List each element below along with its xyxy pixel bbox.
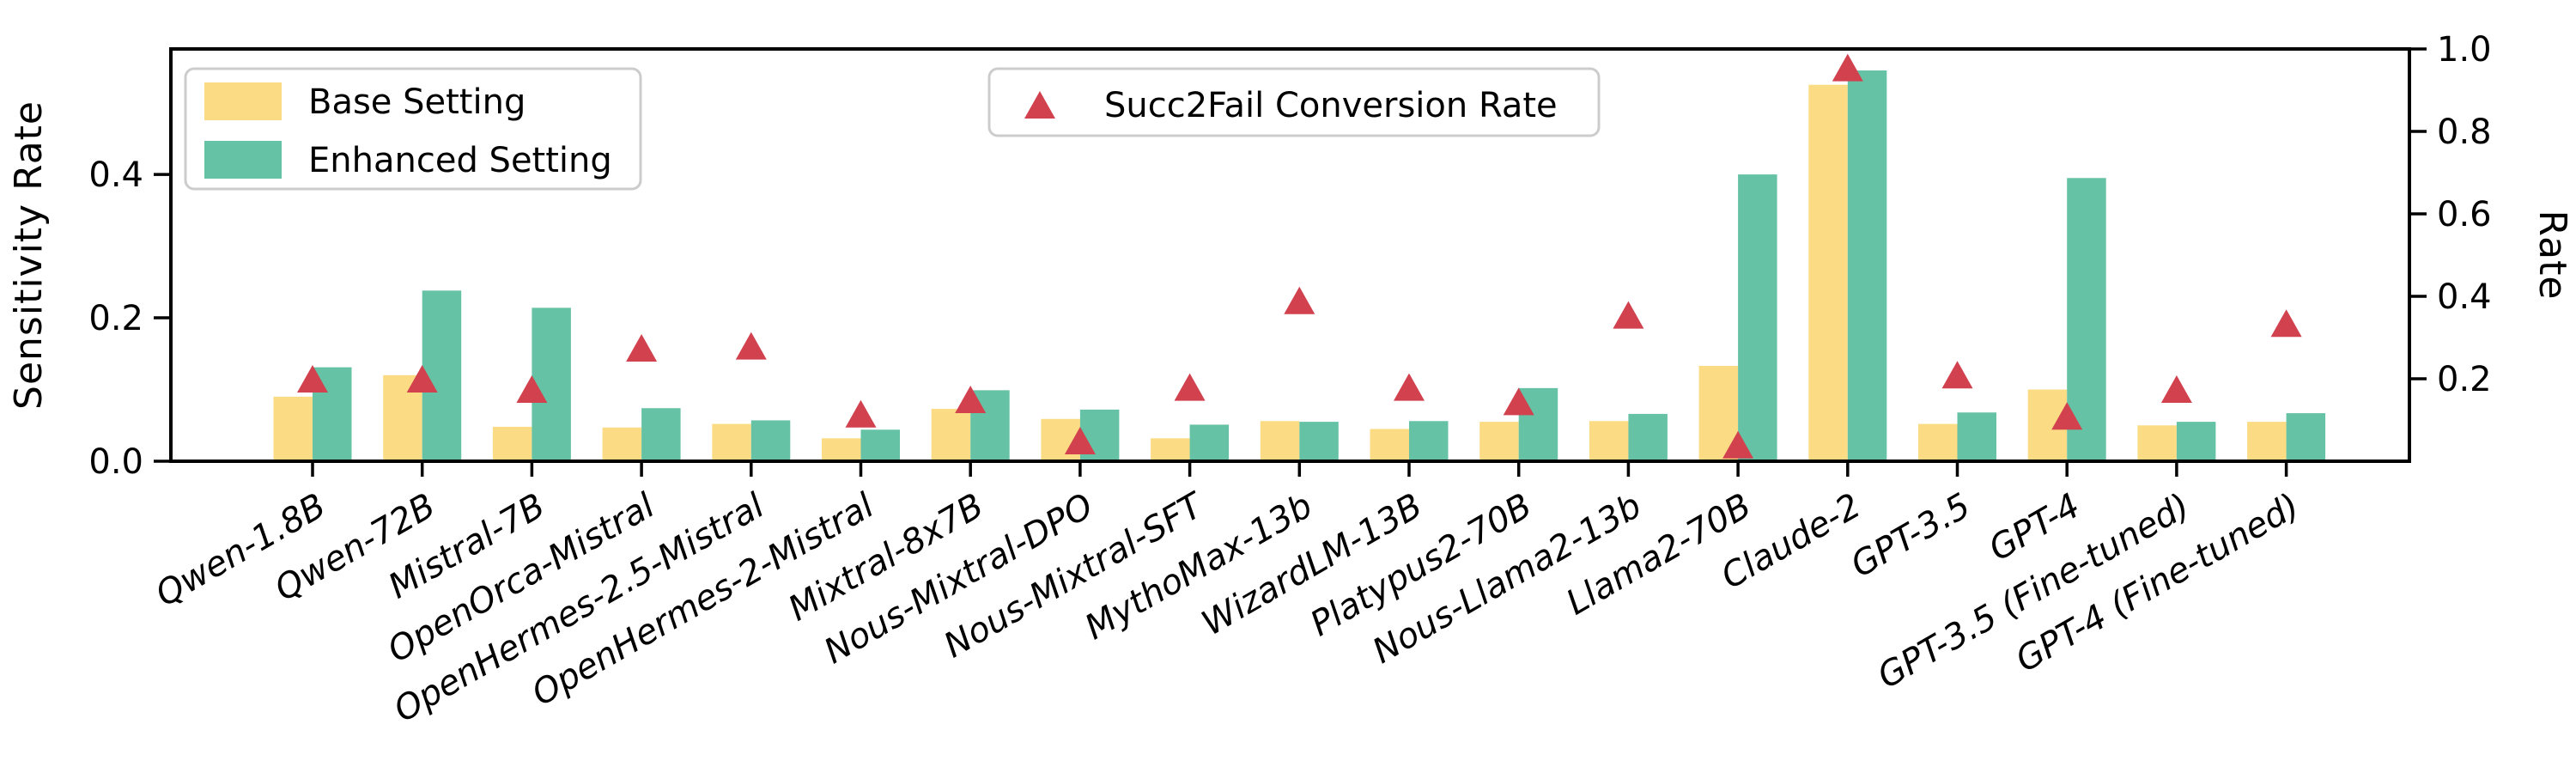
succ2fail-marker-triangle-icon-6: [955, 386, 987, 413]
bar-base-setting-18: [2247, 422, 2287, 461]
legend-marker-triangle-icon: [1024, 91, 1055, 119]
right-axis: 0.2 0.4 0.6 0.8 1.0 Rate: [2409, 30, 2574, 399]
bar-enhanced-setting-2: [532, 307, 571, 461]
right-axis-tick-label: 0.6: [2437, 195, 2492, 234]
succ2fail-marker-triangle-icon-12: [1613, 301, 1644, 329]
bar-enhanced-setting-10: [1409, 421, 1449, 461]
left-axis-tick-label: 0.0: [88, 442, 143, 482]
bar-base-setting-10: [1370, 429, 1409, 461]
succ2fail-marker-triangle-icon-14: [1832, 53, 1863, 82]
legend-swatch-enhanced-setting: [204, 141, 282, 179]
bars-layer: [273, 70, 2326, 461]
bar-base-setting-12: [1589, 421, 1629, 461]
x-axis-tick-label-15: GPT-3.5: [1844, 486, 1978, 586]
succ2fail-marker-triangle-icon-17: [2160, 375, 2192, 403]
bar-enhanced-setting-8: [1189, 424, 1230, 461]
right-axis-tick-label: 0.4: [2437, 277, 2492, 317]
bar-enhanced-setting-1: [422, 290, 462, 461]
left-axis-tick-label: 0.4: [88, 155, 143, 195]
legend-settings: Base Setting Enhanced Setting: [184, 67, 642, 191]
legend-swatch-base-setting: [204, 82, 282, 120]
right-axis-tick-label: 0.2: [2437, 360, 2492, 399]
bar-enhanced-setting-17: [2176, 422, 2216, 461]
succ2fail-marker-triangle-icon-7: [1064, 427, 1096, 454]
legend-settings-box: [184, 67, 642, 191]
right-axis-tick-label: 1.0: [2437, 30, 2492, 70]
bar-base-setting-8: [1151, 438, 1190, 461]
succ2fail-marker-triangle-icon-8: [1174, 373, 1206, 401]
plot-frame: [169, 47, 2411, 463]
succ2fail-marker-triangle-icon-10: [1394, 373, 1425, 401]
scatter-layer: [297, 53, 2302, 459]
bar-enhanced-setting-13: [1738, 174, 1777, 461]
bar-base-setting-14: [1808, 84, 1848, 461]
bar-base-setting-9: [1260, 421, 1300, 461]
bar-base-setting-17: [2137, 425, 2177, 461]
bar-base-setting-5: [822, 438, 861, 461]
succ2fail-marker-triangle-icon-13: [1722, 430, 1754, 459]
succ2fail-marker-triangle-icon-0: [297, 365, 328, 393]
succ2fail-marker-triangle-icon-3: [626, 334, 658, 362]
bar-enhanced-setting-18: [2286, 413, 2326, 461]
x-axis: Qwen-1.8BQwen-72BMistral-7BOpenOrca-Mist…: [149, 461, 2306, 730]
bar-base-setting-2: [492, 426, 532, 461]
bar-base-setting-15: [1918, 423, 1958, 461]
succ2fail-marker-triangle-icon-5: [845, 399, 877, 428]
succ2fail-marker-triangle-icon-15: [1941, 361, 1973, 389]
succ2fail-marker-triangle-icon-9: [1284, 286, 1315, 314]
left-axis: 0.0 0.2 0.4 Sensitivity Rate: [7, 100, 171, 482]
succ2fail-marker-triangle-icon-16: [2051, 402, 2083, 430]
succ2fail-marker-triangle-icon-18: [2270, 309, 2302, 338]
left-axis-title: Sensitivity Rate: [7, 100, 51, 410]
legend-succ2fail-box: [987, 67, 1601, 137]
legend-succ2fail: Succ2Fail Conversion Rate: [987, 67, 1601, 137]
right-axis-title: Rate: [2530, 210, 2574, 301]
bar-base-setting-4: [712, 423, 751, 461]
legend-label-enhanced-setting: Enhanced Setting: [308, 141, 612, 180]
succ2fail-marker-triangle-icon-11: [1503, 387, 1534, 416]
legend-label-base-setting: Base Setting: [308, 82, 526, 122]
bar-enhanced-setting-3: [641, 408, 681, 461]
bar-enhanced-setting-5: [860, 429, 900, 461]
legend-label-succ2fail: Succ2Fail Conversion Rate: [1104, 86, 1558, 125]
bar-enhanced-setting-14: [1847, 70, 1887, 461]
bar-enhanced-setting-9: [1299, 422, 1339, 461]
succ2fail-marker-triangle-icon-2: [516, 375, 548, 403]
bar-base-setting-6: [931, 409, 971, 461]
bar-enhanced-setting-12: [1628, 413, 1668, 461]
succ2fail-marker-triangle-icon-1: [406, 365, 438, 393]
bar-enhanced-setting-15: [1957, 412, 1996, 461]
right-axis-tick-label: 0.8: [2437, 113, 2492, 152]
bar-enhanced-setting-4: [750, 420, 791, 461]
left-axis-tick-label: 0.2: [88, 299, 143, 338]
bar-base-setting-0: [273, 396, 313, 461]
bar-base-setting-3: [602, 427, 642, 461]
succ2fail-marker-triangle-icon-4: [735, 332, 767, 360]
bar-base-setting-11: [1479, 422, 1519, 461]
